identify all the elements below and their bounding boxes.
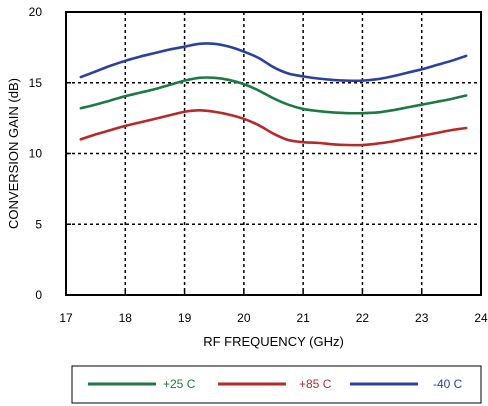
series-line-40c — [79, 42, 468, 83]
x-tick-label: 17 — [59, 311, 73, 325]
x-tick-label: 20 — [237, 311, 251, 325]
legend-label: -40 C — [433, 377, 463, 391]
x-tick-label: 24 — [474, 311, 488, 325]
series-line-85c — [79, 109, 468, 147]
y-axis-label: CONVERSION GAIN (dB) — [6, 78, 21, 229]
legend-label: +85 C — [299, 377, 332, 391]
x-tick-label: 21 — [296, 311, 310, 325]
series-lines — [79, 42, 468, 147]
y-tick-label: 15 — [29, 76, 43, 90]
series-line-25c — [79, 76, 468, 115]
legend-label: +25 C — [163, 377, 196, 391]
y-tick-label: 10 — [29, 147, 43, 161]
y-tick-label: 0 — [35, 288, 42, 302]
x-tick-label: 23 — [415, 311, 429, 325]
axis-ticks: 17 18 19 20 21 22 23 24 0 5 10 15 20 — [29, 5, 488, 325]
legend: +25 C +85 C -40 C — [71, 365, 482, 404]
y-tick-label: 20 — [29, 5, 43, 19]
y-tick-label: 5 — [35, 217, 42, 231]
x-tick-label: 19 — [178, 311, 192, 325]
x-axis-label: RF FREQUENCY (GHz) — [203, 334, 344, 349]
grid-lines — [66, 12, 481, 295]
x-tick-label: 22 — [356, 311, 370, 325]
x-tick-label: 18 — [119, 311, 133, 325]
